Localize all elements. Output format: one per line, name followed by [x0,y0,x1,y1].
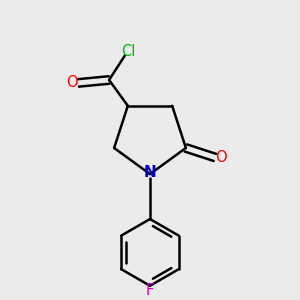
Text: O: O [215,150,227,165]
Text: O: O [66,75,78,90]
Text: N: N [144,165,156,180]
Text: Cl: Cl [121,44,135,59]
Text: F: F [146,284,154,298]
